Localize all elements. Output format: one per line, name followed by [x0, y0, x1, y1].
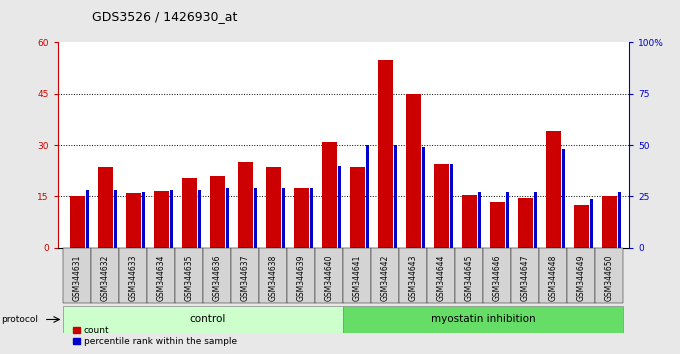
Bar — [394, 145, 397, 248]
Bar — [428, 248, 456, 303]
Bar — [574, 205, 589, 248]
Bar — [316, 248, 343, 303]
Text: protocol: protocol — [1, 315, 37, 324]
Bar — [343, 248, 371, 303]
Bar — [114, 190, 117, 248]
Bar — [506, 192, 509, 248]
Bar — [366, 145, 369, 248]
Bar — [126, 193, 141, 248]
Bar — [259, 248, 288, 303]
Bar — [63, 306, 343, 333]
Text: GSM344642: GSM344642 — [381, 255, 390, 301]
Text: GSM344632: GSM344632 — [101, 255, 110, 301]
Bar — [590, 199, 593, 248]
Text: GSM344643: GSM344643 — [409, 255, 418, 301]
Text: GSM344640: GSM344640 — [325, 255, 334, 301]
Bar — [203, 248, 231, 303]
Bar — [434, 164, 449, 248]
Bar — [462, 195, 477, 248]
Text: GSM344648: GSM344648 — [549, 255, 558, 301]
Text: GDS3526 / 1426930_at: GDS3526 / 1426930_at — [92, 10, 237, 23]
Bar — [406, 94, 421, 248]
Bar — [98, 167, 113, 248]
Bar — [422, 147, 425, 248]
Bar — [449, 164, 453, 248]
Text: control: control — [190, 314, 226, 325]
Bar — [91, 248, 120, 303]
Text: GSM344636: GSM344636 — [213, 255, 222, 301]
Text: GSM344631: GSM344631 — [73, 255, 82, 301]
Bar — [534, 192, 537, 248]
Bar — [399, 248, 428, 303]
Bar — [226, 188, 229, 248]
Bar — [377, 59, 393, 248]
Bar — [371, 248, 399, 303]
Bar — [282, 188, 285, 248]
Bar — [511, 248, 539, 303]
Bar — [238, 162, 253, 248]
Text: GSM344633: GSM344633 — [129, 255, 138, 301]
Text: GSM344635: GSM344635 — [185, 255, 194, 301]
Bar — [288, 248, 316, 303]
Text: GSM344650: GSM344650 — [605, 255, 614, 301]
Bar — [343, 306, 624, 333]
Bar — [254, 188, 257, 248]
Text: GSM344634: GSM344634 — [157, 255, 166, 301]
Bar — [517, 198, 533, 248]
Bar — [490, 202, 505, 248]
Bar — [322, 142, 337, 248]
Bar — [70, 196, 85, 248]
Text: GSM344645: GSM344645 — [465, 255, 474, 301]
Bar — [546, 131, 561, 248]
Bar — [141, 192, 145, 248]
Bar — [198, 190, 201, 248]
Bar — [63, 248, 91, 303]
Text: GSM344641: GSM344641 — [353, 255, 362, 301]
Bar — [294, 188, 309, 248]
Bar — [266, 167, 281, 248]
Text: GSM344649: GSM344649 — [577, 255, 586, 301]
Text: GSM344647: GSM344647 — [521, 255, 530, 301]
Text: GSM344646: GSM344646 — [493, 255, 502, 301]
Bar — [602, 196, 617, 248]
Bar — [86, 190, 89, 248]
Bar — [120, 248, 148, 303]
Bar — [562, 149, 565, 248]
Bar — [148, 248, 175, 303]
Text: GSM344639: GSM344639 — [297, 255, 306, 301]
Bar — [182, 178, 197, 248]
Bar — [209, 176, 225, 248]
Bar — [456, 248, 483, 303]
Text: GSM344644: GSM344644 — [437, 255, 446, 301]
Bar — [309, 188, 313, 248]
Bar — [483, 248, 511, 303]
Bar — [539, 248, 567, 303]
Text: myostatin inhibition: myostatin inhibition — [431, 314, 536, 325]
Bar — [175, 248, 203, 303]
Legend: count, percentile rank within the sample: count, percentile rank within the sample — [69, 322, 240, 349]
Bar — [596, 248, 624, 303]
Bar — [338, 166, 341, 248]
Bar — [477, 192, 481, 248]
Text: GSM344637: GSM344637 — [241, 255, 250, 301]
Bar — [154, 191, 169, 248]
Bar — [617, 192, 621, 248]
Bar — [231, 248, 259, 303]
Bar — [170, 190, 173, 248]
Bar — [567, 248, 596, 303]
Bar — [350, 167, 365, 248]
Text: GSM344638: GSM344638 — [269, 255, 278, 301]
